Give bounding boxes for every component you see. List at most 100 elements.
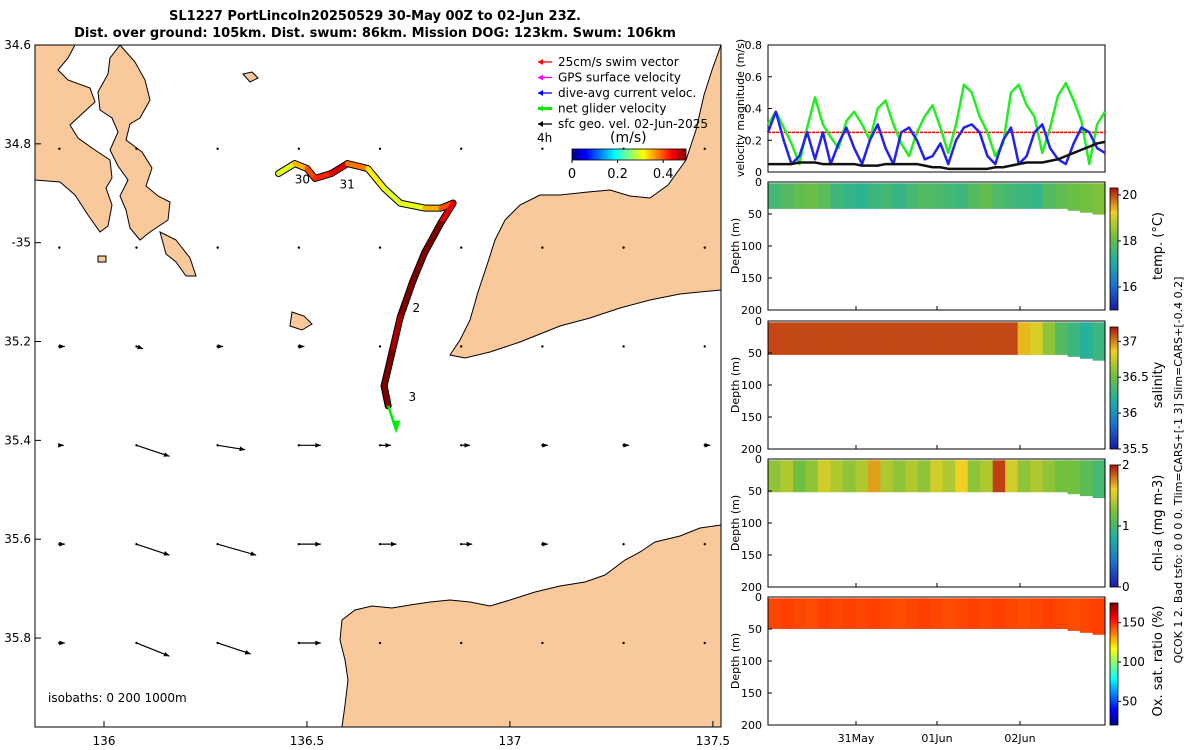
- profile-cell: [768, 598, 781, 629]
- profile-cell: [1005, 460, 1019, 493]
- profile-cell: [1030, 183, 1044, 209]
- profile-cell: [967, 322, 981, 355]
- profile-cell: [842, 598, 856, 629]
- profile-cell: [805, 322, 819, 355]
- track-segment: [438, 200, 456, 226]
- depth-tick-label: 150: [741, 411, 762, 424]
- legend-swatch-head: [538, 121, 543, 127]
- profile-cell: [1055, 322, 1069, 355]
- geo-vector-head: [542, 442, 548, 448]
- profile-cell: [867, 460, 881, 493]
- land-west-peninsula: [35, 45, 113, 233]
- colorbar-tick-label: 150: [1122, 616, 1145, 630]
- profile-cell: [817, 322, 831, 355]
- geo-vector: [136, 543, 170, 556]
- profile-cell: [1067, 460, 1081, 495]
- velocity-y-tick-label: 0.2: [745, 134, 763, 147]
- geo-vector-origin: [378, 147, 382, 150]
- track-day-label: 3: [408, 390, 416, 404]
- profile-cell: [1005, 183, 1019, 209]
- profile-cell: [830, 183, 844, 209]
- profile-cell: [1055, 460, 1069, 493]
- depth-tick-label: 100: [741, 379, 762, 392]
- profile-cell: [1092, 460, 1106, 499]
- map-y-ticks: 34.6 34.8 -35 35.2 35.4 35.6 35.8: [4, 38, 41, 645]
- geo-vector-origin: [58, 147, 61, 150]
- depth-tick-label: 50: [748, 347, 762, 360]
- profile-cell: [905, 183, 919, 209]
- depth-tick-label: 0: [755, 176, 762, 189]
- profile-cell: [917, 183, 931, 209]
- track-segment: [345, 161, 371, 172]
- profile-cell: [980, 460, 994, 493]
- map-legend: 25cm/s swim vector GPS surface velocitydi…: [538, 55, 708, 131]
- map-y-tick-label: -35: [11, 236, 31, 250]
- map-x-tick-label: 137: [498, 734, 521, 748]
- geo-vector-origin: [622, 345, 625, 348]
- colorbar-label: temp. (°C): [1151, 212, 1166, 280]
- geo-vector-origin: [378, 246, 382, 249]
- geo-vector-head: [391, 541, 397, 547]
- colorbar-tick-label: 16: [1122, 280, 1137, 294]
- colorbar-label: Ox. sat. ratio (%): [1151, 606, 1166, 717]
- profile-panel-chla: 0 50 100 150 200 Depth (m) 0 1 2 chl-a (mg m-3): [729, 453, 1166, 594]
- profile-cell: [905, 460, 919, 493]
- geo-vector-head: [542, 541, 548, 547]
- profile-cell: [1030, 460, 1044, 493]
- map-x-tick-label: 136: [93, 734, 116, 748]
- profile-cell: [892, 183, 906, 209]
- profile-cell: [830, 598, 844, 629]
- geo-vector-head: [137, 344, 144, 350]
- map-y-tick-label: 35.4: [4, 433, 31, 447]
- map-y-tick-label: 35.8: [4, 631, 31, 645]
- glider-track: [275, 160, 457, 434]
- map-y-tick-label: 35.6: [4, 532, 31, 546]
- profile-cell: [855, 598, 869, 629]
- profile-cell: [1055, 598, 1069, 629]
- time-tick-label: 01Jun: [921, 732, 952, 745]
- map-x-tick-label: 137.5: [696, 734, 730, 748]
- track-segment: [397, 200, 428, 211]
- profile-cell: [892, 598, 906, 629]
- profile-cell: [942, 183, 956, 209]
- depth-tick-label: 150: [741, 687, 762, 700]
- profile-cell: [905, 598, 919, 629]
- profile-panel-temp: 0 50 100 150 200 Depth (m) 16 18 20 temp. (°C): [729, 176, 1166, 317]
- profile-cell: [842, 460, 856, 493]
- depth-tick-label: 50: [748, 208, 762, 221]
- colorbar-label: chl-a (mg m-3): [1151, 475, 1166, 572]
- land-island-south: [159, 231, 197, 277]
- geo-vector-origin: [297, 641, 301, 645]
- profile-cell: [780, 183, 794, 209]
- geo-vector-origin: [58, 246, 61, 249]
- depth-tick-label: 100: [741, 517, 762, 530]
- profile-cell: [1042, 322, 1056, 355]
- land-south-coast: [339, 524, 721, 727]
- geo-vector-head: [464, 442, 471, 448]
- track-segment: [381, 348, 395, 389]
- geo-vector-head: [298, 344, 305, 349]
- profile-cell: [817, 183, 831, 209]
- depth-tick-label: 100: [741, 655, 762, 668]
- geo-vector-origin: [216, 246, 219, 249]
- colorbar-tick-label: 36: [1122, 406, 1137, 420]
- velocity-y-ticks: 0 0.2 0.4 0.6 0.8: [745, 39, 772, 179]
- map-y-tick-label: 34.6: [4, 38, 31, 52]
- net-velocity-head: [392, 420, 401, 434]
- profile-cell: [980, 598, 994, 629]
- profile-cell: [942, 460, 956, 493]
- profile-cell: [1017, 183, 1031, 209]
- geo-vector-origin: [622, 641, 625, 645]
- legend-label: net glider velocity: [558, 102, 666, 116]
- profile-cell: [1080, 598, 1094, 633]
- profile-cell: [930, 598, 944, 629]
- track-day-label: 2: [413, 301, 421, 315]
- map-y-tick-label: 35.2: [4, 335, 31, 349]
- profile-cell: [1092, 183, 1106, 215]
- geo-vector-origin: [622, 246, 625, 249]
- profile-cell: [867, 322, 881, 355]
- colorbar-tick-label: 100: [1122, 655, 1145, 669]
- profile-cell: [1017, 322, 1031, 355]
